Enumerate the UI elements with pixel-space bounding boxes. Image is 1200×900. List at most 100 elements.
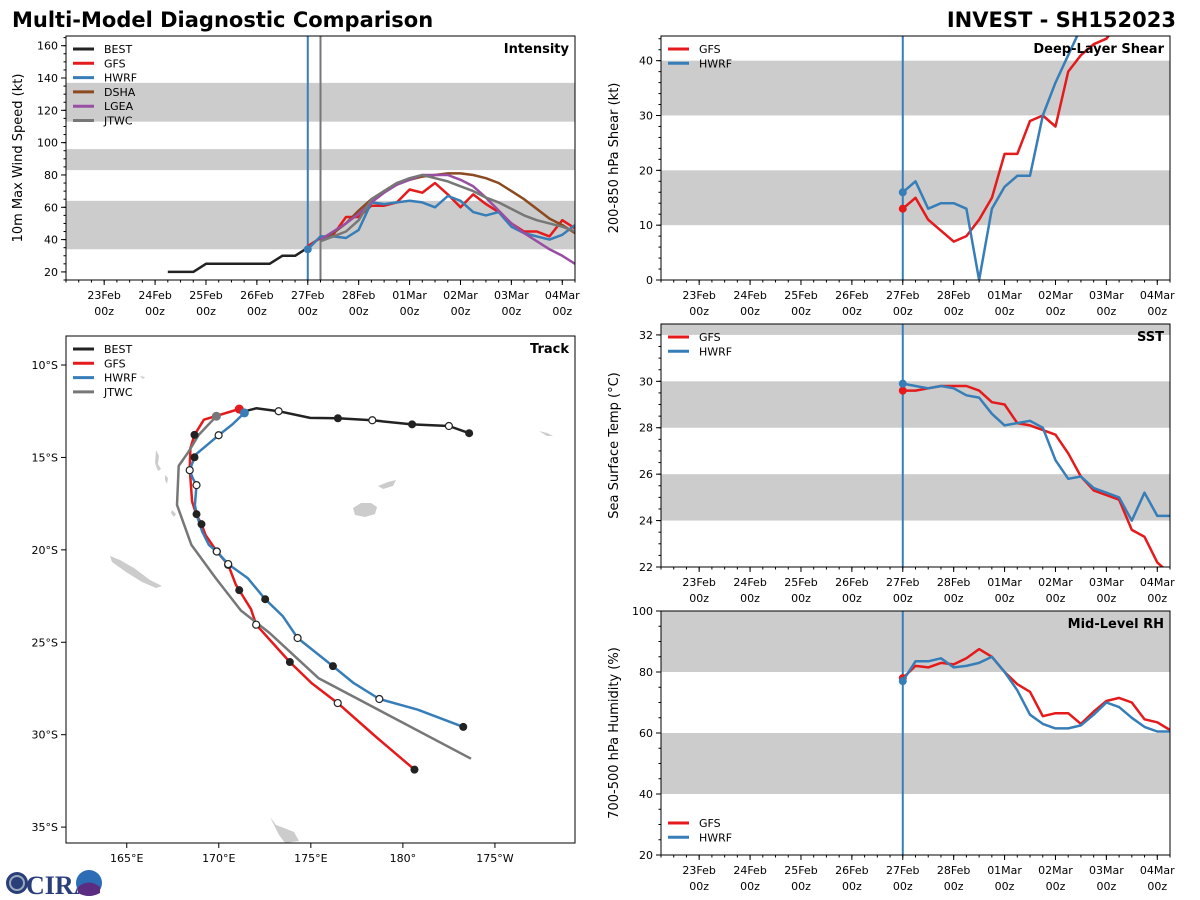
lat-tick-label: 10°S: [32, 359, 58, 372]
x-tick-label-hour: 00z: [247, 305, 267, 318]
x-tick-label-hour: 00z: [791, 592, 811, 605]
x-tick-label-date: 24Feb: [138, 289, 171, 302]
x-tick-label-hour: 00z: [501, 305, 521, 318]
panel-title: Mid-Level RH: [1068, 617, 1164, 632]
x-tick-label-hour: 00z: [145, 305, 165, 318]
lon-tick-label: 175°W: [476, 852, 513, 865]
track-point-filled: [190, 453, 199, 462]
track-point-filled: [333, 414, 342, 423]
x-tick-label-hour: 00z: [995, 305, 1015, 318]
y-tick-label: 80: [44, 169, 58, 182]
y-tick-label: 28: [639, 422, 653, 435]
panel-frame: [65, 335, 576, 844]
y-tick-label: 80: [639, 666, 653, 679]
logo-ring: [9, 875, 25, 891]
x-tick-label-hour: 00z: [1147, 880, 1167, 893]
legend-label-gfs: GFS: [699, 331, 721, 344]
x-tick-label-date: 26Feb: [835, 576, 868, 589]
panels: 2040608010012014016023Feb00z24Feb00z25Fe…: [11, 35, 1175, 893]
plot-area: [661, 611, 1170, 855]
track-point-filled: [261, 595, 270, 604]
x-tick-label-hour: 00z: [1046, 305, 1066, 318]
track-point-open: [333, 698, 342, 708]
y-tick-label: 160: [37, 40, 58, 53]
panel-title: SST: [1137, 330, 1164, 345]
series-line-hwrf: [901, 36, 1079, 280]
panel-title: Deep-Layer Shear: [1033, 42, 1164, 57]
x-tick-label-hour: 00z: [689, 880, 709, 893]
y-axis-label: 200-850 hPa Shear (kt): [607, 83, 622, 234]
lon-tick-label: 170°E: [202, 852, 235, 865]
x-tick-label-date: 02Mar: [1038, 289, 1073, 302]
legend-label-gfs: GFS: [699, 817, 721, 830]
y-tick-label: 20: [639, 849, 653, 862]
threshold-band: [661, 733, 1170, 794]
lon-tick-label: 175°E: [294, 852, 327, 865]
x-tick-label-hour: 00z: [1096, 880, 1116, 893]
x-tick-label-date: 24Feb: [733, 576, 766, 589]
x-tick-label-hour: 00z: [689, 592, 709, 605]
y-tick-label: 100: [37, 137, 58, 150]
track-point-filled: [465, 429, 474, 438]
track-point-filled: [192, 510, 201, 519]
x-tick-label-hour: 00z: [689, 305, 709, 318]
x-tick-label-date: 28Feb: [937, 864, 970, 877]
y-axis-label: Sea Surface Temp (°C): [607, 372, 622, 519]
track-point-filled: [408, 420, 417, 429]
legend-label-hwrf: HWRF: [699, 57, 732, 70]
x-tick-label-hour: 00z: [740, 305, 760, 318]
land-mass: [110, 556, 162, 588]
land-mass: [270, 817, 299, 843]
y-tick-label: 60: [44, 201, 58, 214]
x-tick-label-hour: 00z: [842, 592, 862, 605]
track-point-filled: [190, 430, 199, 439]
panel-sst: 22 24 26 28 30 32 23Feb 00z 24Feb 00z 25Feb 00z 26Fe…: [607, 323, 1175, 605]
legend-label-jtwc: JTWC: [103, 386, 133, 399]
land-mass: [378, 480, 396, 489]
figure-title: Multi-Model Diagnostic Comparison: [12, 8, 433, 32]
track-point-filled: [235, 586, 244, 595]
track-point-open: [252, 620, 261, 629]
x-tick-label-hour: 00z: [944, 592, 964, 605]
series-start-hwrf: [898, 677, 907, 686]
track-point-filled: [410, 765, 419, 774]
series-start-gfs: [898, 386, 907, 395]
x-tick-label-hour: 00z: [842, 880, 862, 893]
x-tick-label-hour: 00z: [1046, 880, 1066, 893]
x-tick-label-hour: 00z: [1096, 592, 1116, 605]
threshold-band: [661, 60, 1170, 116]
x-tick-label-hour: 00z: [1147, 305, 1167, 318]
track-point-open: [274, 407, 283, 416]
y-tick-label: 100: [632, 605, 653, 618]
cira-logo: CIRA: [6, 870, 102, 900]
y-axis-label: 700-500 hPa Humidity (%): [607, 647, 622, 819]
x-tick-label-date: 28Feb: [342, 289, 375, 302]
plot-area: [66, 36, 575, 280]
x-tick-label-hour: 00z: [196, 305, 216, 318]
x-tick-label-date: 27Feb: [886, 576, 919, 589]
x-tick-label-date: 03Mar: [1089, 289, 1124, 302]
x-tick-label-date: 04Mar: [1140, 576, 1175, 589]
x-tick-label-date: 27Feb: [886, 289, 919, 302]
series-line-hwrf: [306, 194, 575, 251]
plot-area: [661, 36, 1170, 280]
series-line-lgea: [319, 173, 575, 265]
y-tick-label: 60: [639, 727, 653, 740]
plot-area: [661, 324, 1170, 567]
y-tick-label: 0: [646, 274, 653, 287]
land-mass: [165, 475, 168, 484]
lat-tick-label: 20°S: [32, 544, 58, 557]
legend-label-dsha: DSHA: [104, 86, 136, 99]
track-point-filled: [197, 520, 206, 529]
x-tick-label-hour: 00z: [791, 880, 811, 893]
track-point-open: [444, 421, 454, 431]
x-tick-label-hour: 00z: [995, 880, 1015, 893]
x-tick-label-date: 28Feb: [937, 289, 970, 302]
legend-label-lgea: LGEA: [104, 100, 134, 113]
y-tick-label: 30: [639, 375, 653, 388]
land-mass: [539, 431, 553, 436]
y-tick-label: 120: [37, 104, 58, 117]
x-tick-label-hour: 00z: [893, 880, 913, 893]
